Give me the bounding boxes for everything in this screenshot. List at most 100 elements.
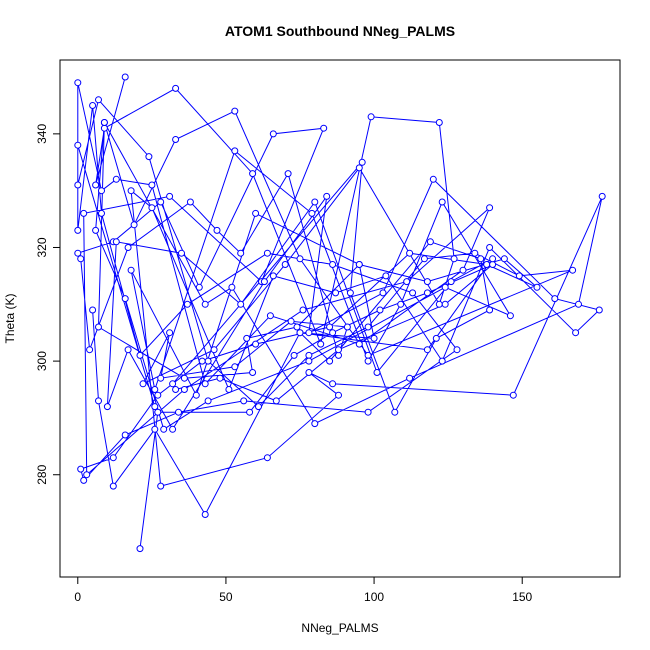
data-point — [403, 278, 411, 286]
data-point — [201, 300, 209, 308]
data-point — [186, 198, 194, 206]
data-point — [355, 261, 363, 268]
data-point — [296, 329, 304, 337]
data-point — [210, 346, 218, 354]
data-point — [249, 369, 257, 376]
data-point — [95, 323, 102, 331]
data-point — [373, 369, 381, 376]
y-tick-label: 320 — [35, 237, 49, 257]
data-point — [426, 238, 434, 246]
data-point — [305, 357, 313, 365]
data-point — [77, 255, 85, 263]
data-point — [237, 249, 245, 257]
x-tick-label: 50 — [219, 590, 233, 604]
y-axis: 280 300 320 340 — [35, 124, 61, 485]
x-tick-label: 150 — [512, 590, 532, 604]
data-point — [299, 306, 307, 314]
data-point — [157, 482, 165, 490]
data-point — [420, 255, 428, 263]
data-point — [124, 244, 132, 251]
data-point — [154, 408, 162, 416]
data-point — [180, 386, 188, 393]
data-point — [204, 357, 212, 365]
data-point — [317, 340, 325, 348]
data-point — [311, 198, 319, 206]
data-point — [231, 147, 239, 155]
data-point — [166, 329, 174, 337]
data-point — [252, 340, 260, 348]
data-point — [409, 289, 417, 297]
data-point — [100, 119, 108, 126]
data-point — [343, 323, 351, 331]
data-point — [358, 158, 366, 166]
data-point — [74, 79, 82, 87]
data-point — [136, 351, 144, 359]
data-point — [284, 170, 292, 178]
data-point — [308, 209, 316, 217]
data-point — [249, 170, 257, 178]
data-point — [595, 306, 603, 314]
data-point — [154, 391, 162, 399]
data-point — [406, 249, 414, 257]
data-point — [169, 380, 177, 388]
data-point — [148, 181, 156, 189]
data-point — [376, 306, 384, 314]
data-point — [569, 266, 577, 274]
data-point — [335, 351, 342, 359]
data-point — [121, 295, 129, 303]
data-point — [370, 334, 378, 342]
data-point — [225, 386, 233, 393]
data-point — [486, 244, 494, 251]
data-point — [246, 408, 254, 416]
data-point — [575, 300, 582, 308]
data-point — [160, 425, 168, 433]
data-point — [290, 351, 298, 359]
data-point — [109, 454, 117, 462]
data-point — [346, 289, 354, 297]
data-point — [151, 403, 159, 411]
data-point — [89, 306, 97, 314]
data-point — [112, 175, 120, 183]
data-point — [281, 261, 289, 268]
data-point — [178, 249, 185, 257]
data-point — [489, 261, 497, 268]
data-point — [151, 425, 159, 433]
data-point — [272, 397, 280, 405]
data-point — [109, 482, 117, 490]
data-point — [323, 192, 331, 200]
data-point — [435, 119, 443, 126]
data-point — [329, 329, 337, 337]
data-point — [86, 346, 94, 354]
data-point — [255, 403, 262, 411]
data-point — [435, 300, 443, 308]
data-point — [237, 300, 245, 308]
x-tick-label: 0 — [74, 590, 81, 604]
data-point — [382, 272, 390, 280]
data-point — [166, 192, 174, 200]
data-point — [429, 175, 437, 183]
data-point — [329, 380, 337, 388]
data-point — [103, 403, 111, 411]
data-point — [80, 209, 88, 217]
series-points — [74, 73, 606, 553]
data-point — [326, 323, 334, 331]
y-tick-label: 280 — [35, 464, 49, 484]
x-axis-label: NNeg_PALMS — [301, 621, 378, 635]
data-point — [364, 408, 372, 416]
data-point — [157, 198, 165, 206]
data-point — [572, 329, 580, 337]
data-point — [77, 465, 85, 473]
data-point — [447, 278, 455, 286]
data-point — [269, 130, 277, 138]
data-point — [287, 317, 295, 325]
y-tick-label: 340 — [35, 124, 49, 144]
data-point — [355, 164, 363, 172]
data-point — [486, 204, 494, 212]
data-point — [136, 545, 144, 553]
data-point — [293, 323, 301, 331]
data-point — [486, 306, 494, 314]
data-point — [240, 397, 248, 405]
data-point — [198, 357, 206, 365]
data-point — [441, 300, 449, 308]
data-point — [139, 380, 147, 388]
